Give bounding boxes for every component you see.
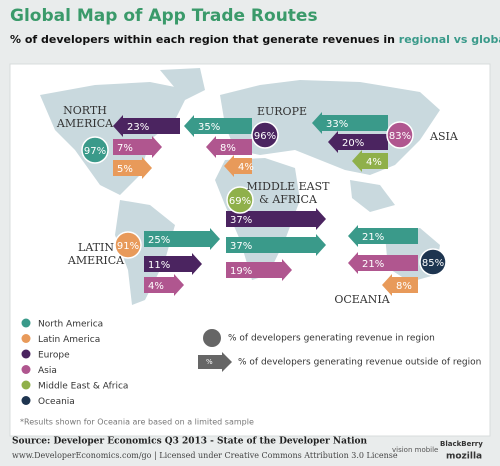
region-label: MIDDLE EAST — [247, 180, 331, 193]
arrow-label: 8% — [220, 143, 236, 154]
arrow-label: 21% — [362, 232, 384, 243]
region-label: EUROPE — [257, 105, 307, 118]
trade-arrow — [184, 115, 252, 137]
arrow-label: 5% — [117, 164, 133, 175]
trade-arrow — [224, 155, 252, 177]
arrow-label: 19% — [230, 266, 252, 277]
arrow-label: 4% — [148, 281, 164, 292]
legend-label: Europe — [38, 351, 70, 361]
region-circle — [386, 121, 414, 149]
region-label: OCEANIA — [334, 293, 390, 306]
arrow-label: 37% — [230, 215, 252, 226]
subtitle: % of developers within each region that … — [10, 33, 500, 46]
in-region-value: 91% — [117, 241, 139, 252]
legend-swatch — [21, 349, 31, 359]
legend-swatch — [21, 396, 31, 405]
trade-arrow — [348, 225, 418, 247]
trade-arrow — [226, 208, 326, 230]
legend-circle-symbol — [203, 329, 221, 347]
arrow-label: 20% — [342, 138, 364, 149]
trade-arrow — [226, 259, 292, 281]
legend-label: Oceania — [38, 397, 75, 407]
arrow-label: 4% — [238, 162, 254, 173]
trade-arrow — [113, 115, 180, 137]
region-circle — [251, 121, 279, 149]
footnote: *Results shown for Oceania are based on … — [20, 418, 254, 427]
region-label: NORTH — [63, 104, 107, 117]
trade-arrow — [328, 131, 388, 153]
arrow-label: 11% — [148, 260, 170, 271]
region-label: AMERICA — [67, 254, 125, 267]
trade-arrow — [144, 228, 220, 250]
region-circle — [81, 136, 109, 164]
trade-arrow — [206, 136, 252, 158]
arrow-label: 21% — [362, 259, 384, 270]
trade-arrow — [348, 252, 418, 274]
region-circle — [226, 186, 254, 214]
legend: North America Latin America Europe Asia Midd… — [21, 318, 128, 407]
in-region-value: 97% — [84, 146, 106, 157]
legend-arrow-symbol — [198, 352, 232, 372]
legend-label: Latin America — [38, 335, 100, 345]
legend-arrow-text: % of developers generating revenue outsi… — [238, 358, 481, 368]
footer-license: www.DeveloperEconomics.com/go | Licensed… — [12, 451, 398, 460]
legend-circle-text: % of developers generating revenue in re… — [228, 334, 435, 344]
in-region-value: 96% — [254, 131, 276, 142]
region-circle — [419, 248, 447, 276]
in-region-value: 69% — [229, 196, 251, 207]
subtitle-part: regional vs global market — [399, 33, 500, 46]
arrow-label: 7% — [117, 143, 133, 154]
in-region-value: 85% — [422, 258, 444, 269]
trade-arrow — [352, 150, 388, 172]
legend-label: Middle East & Africa — [38, 382, 128, 392]
region-label: & AFRICA — [259, 193, 318, 206]
legend-label: North America — [38, 320, 103, 330]
logo: BlackBerry — [440, 440, 483, 448]
legend-label: Asia — [38, 366, 57, 376]
arrow-label: 25% — [148, 235, 170, 246]
trade-arrow — [144, 274, 184, 296]
logo: vision mobile — [392, 446, 438, 454]
arrow-label: 4% — [366, 157, 382, 168]
footer-source: Source: Developer Economics Q3 2013 - St… — [12, 437, 368, 447]
subtitle-part: % of developers within each region that … — [10, 33, 399, 46]
arrow-label: 33% — [326, 119, 348, 130]
trade-arrow — [382, 274, 418, 296]
trade-arrow — [113, 157, 152, 179]
trade-arrow — [226, 234, 326, 256]
region-label: LATIN — [78, 241, 114, 254]
legend-arrow-symbol-text: % — [206, 358, 213, 366]
title: Global Map of App Trade Routes — [10, 6, 318, 26]
legend-swatch — [21, 365, 31, 374]
region-label: ASIA — [429, 130, 459, 143]
trade-arrow — [144, 253, 202, 275]
trade-arrow — [312, 112, 388, 134]
arrow-label: 23% — [127, 122, 149, 133]
legend-swatch — [21, 334, 31, 343]
region-label: AMERICA — [56, 117, 114, 130]
in-region-value: 83% — [389, 131, 411, 142]
legend-swatch — [21, 318, 31, 328]
logo: mozilla — [446, 452, 482, 462]
arrow-label: 35% — [198, 122, 220, 133]
trade-arrow — [113, 136, 162, 158]
arrow-label: 8% — [396, 281, 412, 292]
region-circle — [114, 231, 142, 259]
arrow-label: 37% — [230, 241, 252, 252]
legend-swatch — [21, 380, 31, 390]
